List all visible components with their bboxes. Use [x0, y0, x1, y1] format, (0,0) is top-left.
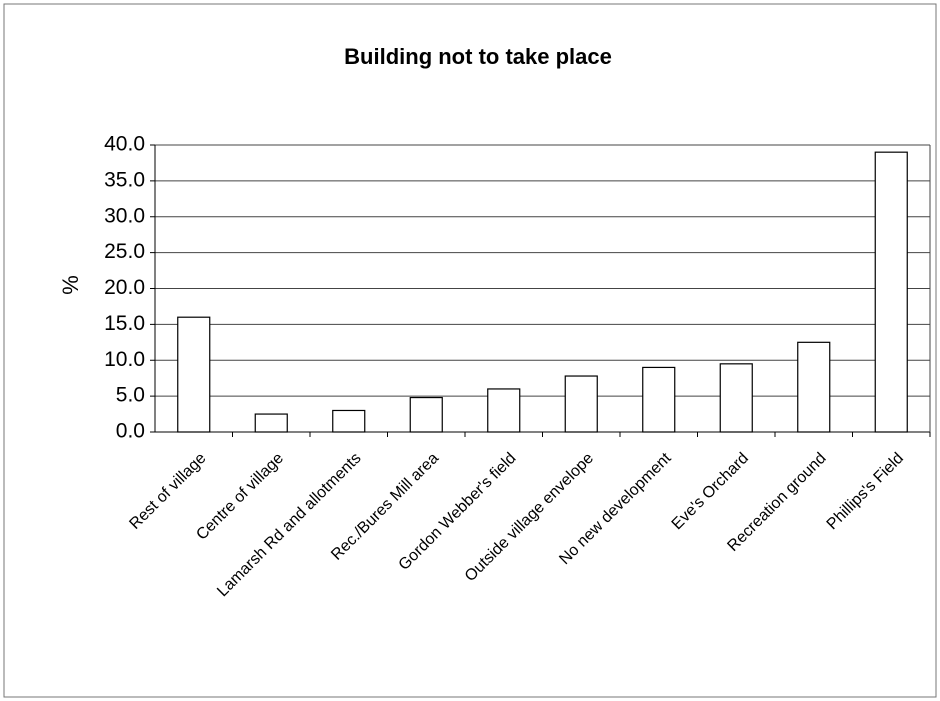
y-tick-label: 40.0 — [104, 133, 145, 156]
y-tick-label: 0.0 — [116, 420, 145, 443]
y-tick-label: 30.0 — [104, 204, 145, 227]
bar — [797, 341, 831, 433]
bar — [564, 375, 598, 433]
y-axis-label: % — [58, 275, 83, 295]
bar — [254, 413, 288, 433]
bar — [874, 151, 908, 433]
y-tick-label: 25.0 — [104, 240, 145, 263]
bar — [409, 396, 443, 433]
bar — [719, 363, 753, 433]
chart-frame — [3, 3, 937, 698]
y-tick-label: 15.0 — [104, 312, 145, 335]
y-tick-label: 5.0 — [116, 384, 145, 407]
y-tick-label: 10.0 — [104, 348, 145, 371]
chart-title: Building not to take place — [344, 44, 612, 69]
bar — [177, 316, 211, 433]
bar — [642, 366, 676, 433]
y-tick-label: 35.0 — [104, 168, 145, 191]
y-tick-label: 20.0 — [104, 276, 145, 299]
bar — [332, 409, 366, 433]
bar — [487, 388, 521, 433]
